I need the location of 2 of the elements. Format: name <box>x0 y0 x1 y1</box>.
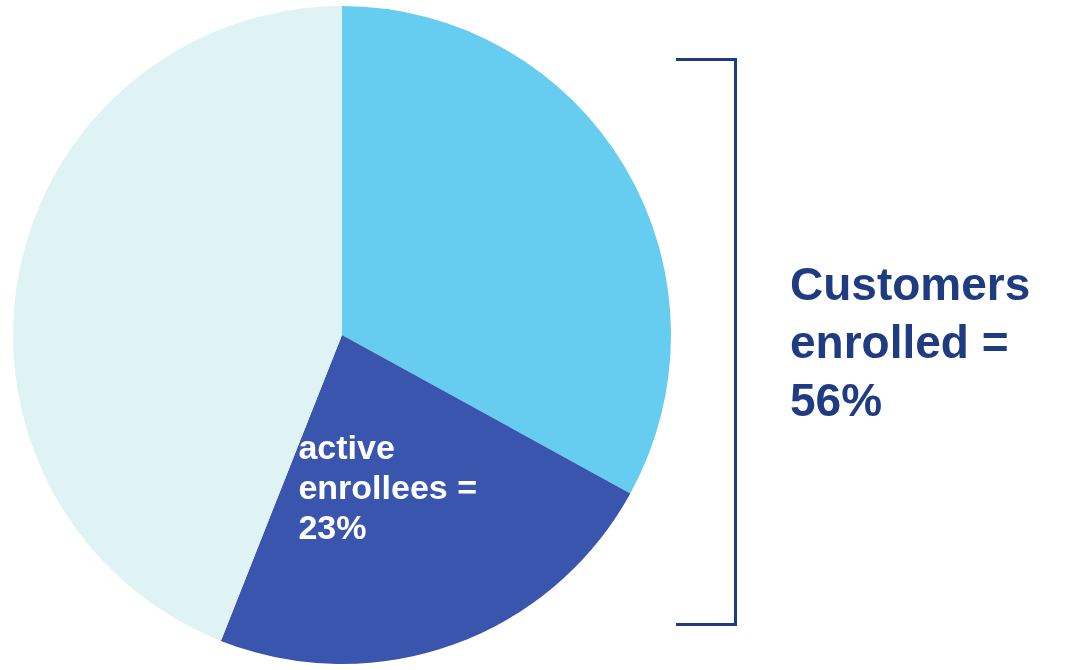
text: Customers enrolled = 56% <box>790 257 1032 428</box>
data-label: active enrollees = 23% <box>298 428 478 547</box>
